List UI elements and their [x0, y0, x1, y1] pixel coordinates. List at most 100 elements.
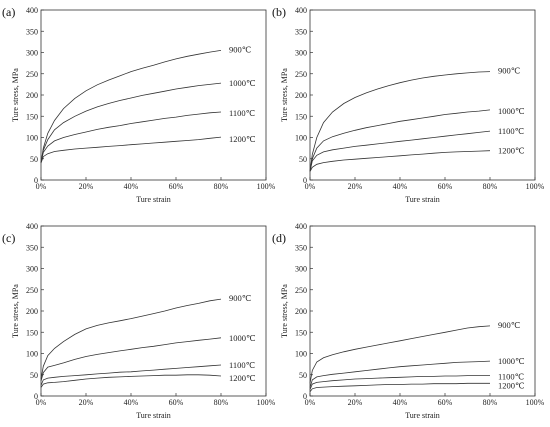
- x-tick-label: 100%: [526, 182, 545, 191]
- x-axis-title: Ture strain: [136, 195, 171, 204]
- y-tick-label: 50: [299, 155, 307, 164]
- series-label: 1000℃: [498, 356, 525, 366]
- series-label: 1100℃: [498, 372, 525, 382]
- y-tick-label: 350: [295, 243, 307, 252]
- x-tick-label: 60%: [169, 182, 184, 191]
- y-tick-label: 50: [30, 371, 38, 380]
- y-tick-label: 150: [295, 328, 307, 337]
- series-line-1: [309, 109, 491, 172]
- series-label: 1000℃: [229, 333, 256, 343]
- y-tick-label: 100: [26, 350, 38, 359]
- x-tick-label: 40%: [393, 398, 408, 407]
- y-tick-label: 0: [303, 176, 307, 185]
- x-tick-label: 0%: [36, 398, 47, 407]
- y-tick-label: 0: [34, 392, 38, 401]
- x-tick-label: 60%: [169, 398, 184, 407]
- chart-panel-0: (a) 0 50 100 150 200 250 300 350 400 0% 20% 40% 60% 80…: [2, 5, 276, 204]
- series-label: 1200℃: [229, 134, 256, 144]
- plot-frame: [309, 225, 536, 397]
- y-tick-label: 50: [299, 371, 307, 380]
- x-tick-label: 0%: [36, 182, 47, 191]
- y-tick-label: 400: [26, 6, 38, 15]
- series-line-1: [40, 337, 222, 382]
- y-tick-label: 350: [26, 27, 38, 36]
- chart-panel-3: (d) 0 50 100 150 200 250 300 350 400 0% 20% 40% 60% 80…: [272, 222, 545, 420]
- y-tick-label: 400: [295, 222, 307, 231]
- series-line-0: [40, 298, 222, 380]
- x-tick-label: 80%: [483, 398, 498, 407]
- series-label: 900℃: [229, 293, 252, 303]
- x-tick-label: 100%: [526, 398, 545, 407]
- series-line-0: [309, 325, 491, 384]
- y-tick-label: 100: [26, 134, 38, 143]
- panel-label: (b): [272, 5, 286, 19]
- series-line-0: [40, 50, 222, 164]
- chart-panel-2: (c) 0 50 100 150 200 250 300 350 400 0% 20% 40% 60% 80…: [2, 222, 276, 420]
- y-axis-title: Ture stress, MPa: [11, 284, 20, 338]
- y-tick-label: 100: [295, 134, 307, 143]
- series-label: 1000℃: [498, 106, 525, 116]
- y-tick-label: 150: [26, 112, 38, 121]
- x-tick-label: 20%: [348, 182, 363, 191]
- y-tick-label: 200: [295, 91, 307, 100]
- series-label: 900℃: [229, 44, 252, 54]
- x-tick-label: 0%: [305, 182, 316, 191]
- y-axis-title: Ture stress, MPa: [280, 68, 289, 122]
- series-label: 1100℃: [229, 360, 256, 370]
- series-line-2: [309, 375, 490, 390]
- series-label: 900℃: [498, 66, 521, 76]
- panel-label: (c): [2, 231, 15, 245]
- y-tick-label: 0: [34, 176, 38, 185]
- y-tick-label: 200: [295, 307, 307, 316]
- y-tick-label: 300: [26, 49, 38, 58]
- x-tick-label: 100%: [257, 398, 276, 407]
- y-tick-label: 150: [295, 112, 307, 121]
- y-tick-label: 100: [295, 350, 307, 359]
- series-line-2: [309, 130, 491, 172]
- y-tick-label: 250: [295, 70, 307, 79]
- panel-label: (d): [272, 231, 286, 245]
- y-tick-label: 300: [26, 265, 38, 274]
- x-tick-label: 100%: [257, 182, 276, 191]
- x-axis-title: Ture strain: [136, 411, 171, 420]
- panel-label: (a): [2, 5, 15, 19]
- series-line-3: [309, 382, 490, 393]
- series-label: 1000℃: [229, 78, 256, 88]
- y-tick-label: 50: [30, 155, 38, 164]
- series-line-2: [40, 364, 222, 386]
- series-label: 900℃: [498, 320, 521, 330]
- series-line-2: [40, 111, 222, 164]
- x-tick-label: 20%: [79, 182, 94, 191]
- x-tick-label: 80%: [214, 398, 229, 407]
- series-line-3: [309, 150, 491, 172]
- y-tick-label: 150: [26, 328, 38, 337]
- x-tick-label: 20%: [348, 398, 363, 407]
- series-line-3: [40, 374, 222, 388]
- x-tick-label: 60%: [438, 398, 453, 407]
- y-tick-label: 200: [26, 91, 38, 100]
- y-tick-label: 300: [295, 49, 307, 58]
- x-tick-label: 80%: [483, 182, 498, 191]
- x-tick-label: 80%: [214, 182, 229, 191]
- x-tick-label: 20%: [79, 398, 94, 407]
- y-tick-label: 250: [26, 286, 38, 295]
- series-line-1: [309, 360, 491, 388]
- x-tick-label: 40%: [393, 182, 408, 191]
- plot-frame: [40, 9, 267, 181]
- chart-panel-1: (b) 0 50 100 150 200 250 300 350 400 0% 20% 40% 60% 80…: [272, 5, 545, 204]
- y-tick-label: 350: [295, 27, 307, 36]
- y-tick-label: 200: [26, 307, 38, 316]
- y-tick-label: 0: [303, 392, 307, 401]
- series-label: 1100℃: [229, 108, 256, 118]
- series-label: 1100℃: [498, 126, 525, 136]
- series-label: 1200℃: [498, 146, 525, 156]
- series-label: 1200℃: [498, 380, 525, 390]
- y-axis-title: Ture stress, MPa: [11, 68, 20, 122]
- y-tick-label: 250: [26, 70, 38, 79]
- x-tick-label: 60%: [438, 182, 453, 191]
- x-axis-title: Ture strain: [405, 195, 440, 204]
- x-tick-label: 40%: [124, 182, 139, 191]
- x-axis-title: Ture strain: [405, 411, 440, 420]
- x-tick-label: 0%: [305, 398, 316, 407]
